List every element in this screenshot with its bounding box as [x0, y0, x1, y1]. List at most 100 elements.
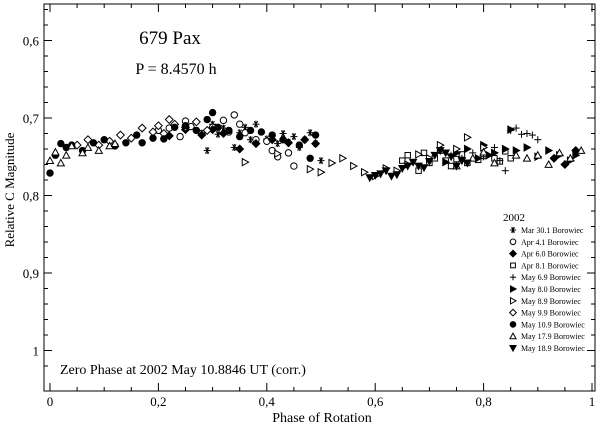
y-tick-label: 0,6 — [23, 34, 40, 49]
x-tick-label: 0,8 — [475, 394, 491, 409]
data-point — [518, 130, 526, 138]
data-point — [311, 131, 320, 139]
data-point — [533, 150, 543, 159]
legend: 2002 Mar 30.1 Borowiec Apr 4.1 Borowiec Ap… — [503, 212, 585, 353]
data-point — [392, 171, 402, 180]
x-axis: 0 0,2 0,4 0,6 0,8 1 — [47, 4, 596, 409]
data-point — [290, 133, 298, 141]
data-point — [446, 153, 456, 162]
data-point — [230, 143, 238, 151]
legend-label: Mar 30.1 Borowiec — [521, 226, 584, 235]
legend-label: May 6.9 Borowiec — [521, 273, 581, 282]
legend-label: May 8.9 Borowiec — [521, 297, 581, 306]
legend-marker — [509, 238, 517, 246]
data-point — [408, 158, 418, 167]
data-point — [447, 162, 455, 170]
data-point — [463, 133, 472, 142]
data-point — [522, 153, 532, 162]
y-tick-label: 0,9 — [23, 266, 39, 281]
data-point — [328, 158, 337, 168]
legend-label: May 9.9 Borowiec — [521, 309, 581, 318]
data-point — [462, 159, 472, 168]
data-point — [436, 140, 445, 150]
data-point — [397, 164, 407, 173]
x-tick-label: 0,6 — [367, 394, 384, 409]
legend-title: 2002 — [503, 212, 525, 224]
y-axis: 0,6 0,7 0,8 0,9 1 — [23, 9, 595, 367]
data-point — [235, 144, 245, 154]
chart-subtitle: P = 8.4570 h — [135, 61, 216, 78]
legend-label: Apr 4.1 Borowiec — [521, 238, 579, 247]
data-point — [339, 153, 348, 163]
series-9 — [45, 139, 586, 170]
data-point — [267, 135, 277, 145]
data-point — [453, 144, 462, 154]
data-point — [89, 139, 98, 147]
data-point — [501, 144, 510, 154]
legend-marker — [508, 249, 518, 258]
data-point — [479, 147, 488, 156]
data-point — [370, 171, 380, 180]
y-tick-label: 0,8 — [23, 189, 39, 204]
data-point — [474, 153, 483, 163]
data-point — [523, 143, 532, 152]
data-point — [317, 157, 325, 165]
x-tick-label: 1 — [589, 394, 596, 409]
data-point — [45, 156, 55, 165]
data-point — [138, 139, 146, 147]
data-point — [251, 139, 261, 149]
legend-label: Apr 6.0 Borowiec — [521, 250, 579, 259]
data-point — [457, 157, 467, 166]
legend-marker — [509, 274, 517, 281]
data-point — [420, 149, 428, 157]
x-tick-label: 0,2 — [150, 394, 166, 409]
data-point — [511, 150, 521, 159]
data-point — [452, 162, 461, 171]
data-point — [453, 155, 460, 163]
x-tick-label: 0,4 — [259, 394, 276, 409]
data-point — [425, 158, 434, 166]
data-point — [419, 164, 429, 173]
legend-marker — [509, 296, 518, 305]
data-point — [350, 161, 359, 171]
legend-marker — [509, 226, 517, 234]
data-point — [435, 147, 445, 156]
data-point — [236, 132, 244, 141]
legend-marker — [510, 262, 516, 269]
data-point — [306, 164, 315, 174]
data-point — [67, 141, 77, 150]
data-point — [279, 136, 287, 144]
legend-marker — [509, 332, 517, 340]
zero-phase-annotation: Zero Phase at 2002 May 10.8846 UT (corr.… — [60, 363, 306, 378]
legend-label: Apr 8.1 Borowiec — [521, 261, 579, 270]
data-point — [403, 162, 413, 171]
data-point — [164, 115, 174, 125]
data-point — [523, 129, 531, 138]
data-point — [122, 139, 130, 147]
data-point — [133, 131, 141, 139]
data-point — [78, 148, 87, 157]
data-point — [56, 158, 66, 167]
data-point — [572, 150, 581, 160]
legend-marker — [509, 321, 517, 328]
data-point — [94, 145, 104, 154]
x-axis-label: Phase of Rotation — [272, 411, 372, 426]
legend-marker — [509, 285, 518, 293]
data-point — [399, 157, 406, 164]
data-point — [496, 157, 504, 165]
data-point — [153, 121, 163, 131]
data-point — [528, 131, 536, 139]
data-point — [317, 167, 326, 177]
data-point — [463, 144, 472, 154]
data-point — [290, 162, 298, 170]
data-point — [441, 149, 451, 158]
data-point — [274, 140, 282, 148]
data-point — [430, 151, 440, 160]
data-point — [545, 146, 554, 155]
data-point — [203, 115, 211, 124]
legend-label: May 8.0 Borowiec — [521, 285, 581, 294]
data-point — [137, 123, 147, 133]
data-point — [252, 120, 260, 128]
data-point — [192, 126, 201, 135]
data-point — [512, 124, 520, 132]
